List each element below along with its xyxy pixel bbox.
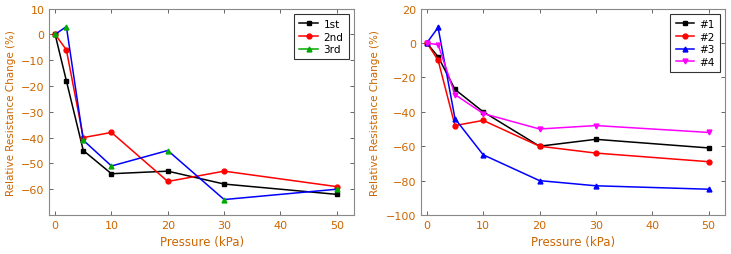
#2 bbox=[535, 145, 544, 148]
#1 bbox=[479, 111, 488, 114]
#4 bbox=[450, 94, 459, 97]
2nd bbox=[164, 180, 173, 183]
1st bbox=[62, 80, 71, 83]
Y-axis label: Relative Resistance Change (%): Relative Resistance Change (%) bbox=[371, 30, 380, 195]
2nd bbox=[220, 170, 229, 173]
Line: 2nd: 2nd bbox=[53, 33, 339, 189]
Line: 3rd: 3rd bbox=[53, 25, 339, 202]
#2 bbox=[433, 59, 442, 62]
#1 bbox=[423, 42, 431, 45]
3rd bbox=[62, 26, 71, 29]
Y-axis label: Relative Resistance Change (%): Relative Resistance Change (%) bbox=[6, 30, 15, 195]
#4 bbox=[591, 124, 600, 128]
2nd bbox=[333, 185, 341, 188]
3rd bbox=[220, 198, 229, 201]
#3 bbox=[423, 42, 431, 45]
3rd bbox=[79, 139, 88, 142]
#4 bbox=[423, 42, 431, 45]
#2 bbox=[450, 124, 459, 128]
Legend: 1st, 2nd, 3rd: 1st, 2nd, 3rd bbox=[295, 15, 349, 60]
#1 bbox=[535, 145, 544, 148]
#2 bbox=[704, 161, 713, 164]
#2 bbox=[479, 119, 488, 122]
1st bbox=[50, 34, 59, 37]
1st bbox=[79, 149, 88, 152]
#4 bbox=[479, 113, 488, 116]
3rd bbox=[50, 34, 59, 37]
#4 bbox=[704, 131, 713, 134]
#3 bbox=[591, 184, 600, 187]
3rd bbox=[107, 165, 115, 168]
#3 bbox=[535, 179, 544, 182]
#3 bbox=[433, 27, 442, 30]
Line: 1st: 1st bbox=[53, 33, 339, 197]
1st bbox=[333, 193, 341, 196]
3rd bbox=[333, 188, 341, 191]
Line: #2: #2 bbox=[425, 41, 711, 165]
2nd bbox=[79, 137, 88, 140]
2nd bbox=[107, 131, 115, 134]
1st bbox=[164, 170, 173, 173]
3rd bbox=[164, 149, 173, 152]
2nd bbox=[50, 34, 59, 37]
#4 bbox=[433, 44, 442, 47]
Line: #3: #3 bbox=[425, 26, 711, 192]
#3 bbox=[704, 188, 713, 191]
#1 bbox=[450, 89, 459, 92]
X-axis label: Pressure (kPa): Pressure (kPa) bbox=[531, 235, 616, 248]
#1 bbox=[433, 56, 442, 59]
X-axis label: Pressure (kPa): Pressure (kPa) bbox=[159, 235, 243, 248]
#2 bbox=[591, 152, 600, 155]
Legend: #1, #2, #3, #4: #1, #2, #3, #4 bbox=[670, 15, 720, 73]
#2 bbox=[423, 42, 431, 45]
#4 bbox=[535, 128, 544, 131]
#1 bbox=[591, 138, 600, 141]
#3 bbox=[479, 154, 488, 157]
Line: #1: #1 bbox=[425, 41, 711, 151]
Line: #4: #4 bbox=[425, 41, 711, 135]
#1 bbox=[704, 147, 713, 150]
1st bbox=[107, 172, 115, 176]
1st bbox=[220, 183, 229, 186]
2nd bbox=[62, 49, 71, 52]
#3 bbox=[450, 118, 459, 121]
